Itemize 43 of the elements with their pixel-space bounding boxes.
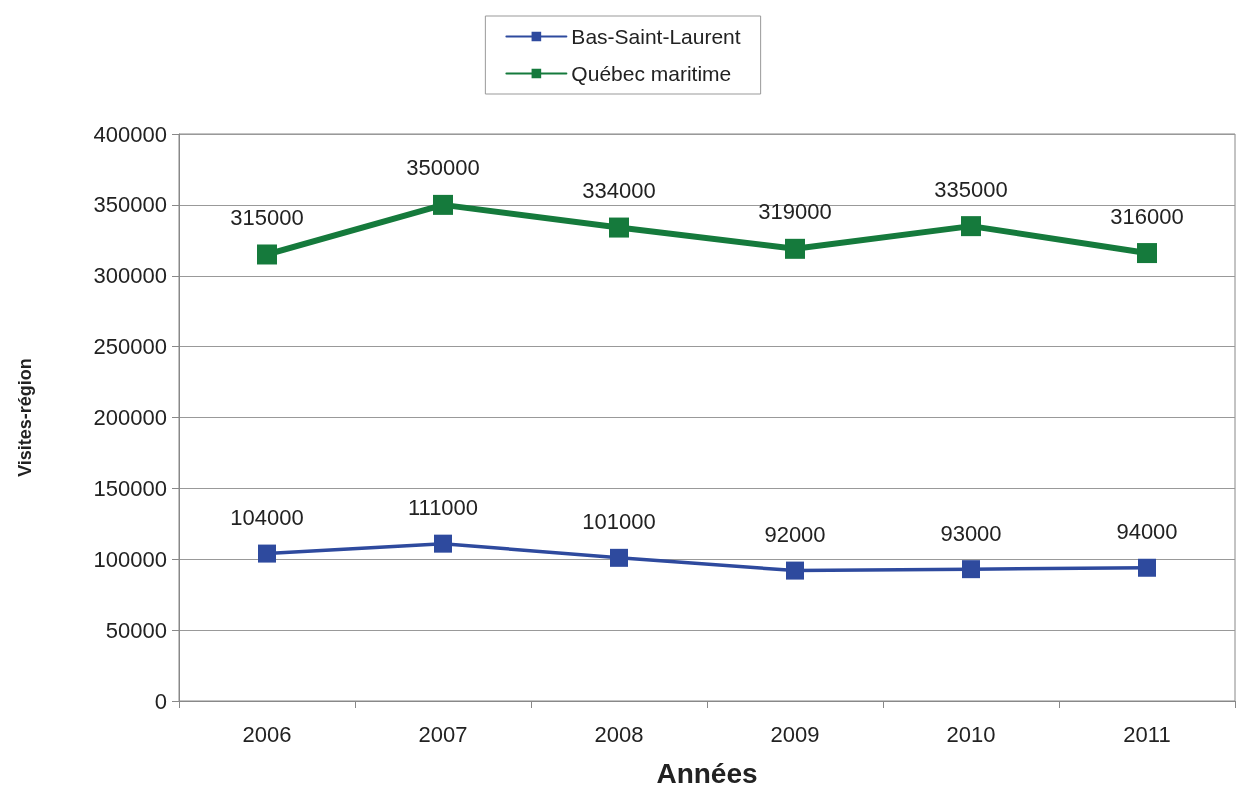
x-tick-label: 2011 (1123, 721, 1171, 747)
data-label: 111000 (407, 495, 479, 521)
point (433, 194, 453, 215)
x-tick-label: 2008 (594, 721, 644, 747)
legend-label: Bas-Saint-Laurent (571, 25, 741, 48)
y-tick-label: 150000 (93, 475, 167, 501)
point (1138, 558, 1156, 577)
y-axis-title: Visites-région (15, 358, 35, 477)
data-label: 104000 (230, 505, 304, 531)
data-label: 334000 (582, 178, 656, 204)
point (1137, 243, 1157, 264)
data-label: 94000 (1116, 519, 1178, 545)
data-label: 319000 (758, 199, 832, 225)
x-tick-label: 2007 (418, 721, 468, 747)
point (434, 534, 452, 553)
legend-label: Québec maritime (571, 62, 732, 85)
y-tick-label: 250000 (93, 334, 167, 360)
point (609, 217, 629, 238)
x-tick-label: 2009 (770, 721, 820, 747)
x-tick-label: 2006 (242, 721, 292, 747)
point (257, 244, 277, 265)
y-tick-label: 0 (154, 688, 167, 714)
point (785, 238, 805, 259)
point (610, 548, 628, 567)
data-label: 93000 (940, 520, 1002, 546)
x-axis-title: Années (656, 757, 758, 789)
point (961, 216, 981, 237)
y-tick-label: 300000 (93, 263, 167, 289)
y-tick-label: 200000 (93, 405, 167, 430)
data-label: 316000 (1110, 203, 1184, 229)
point (786, 561, 804, 580)
data-label: 315000 (230, 204, 304, 230)
data-label: 335000 (934, 176, 1008, 202)
point (258, 544, 276, 563)
y-tick-label: 50000 (105, 617, 167, 643)
point (962, 560, 980, 579)
data-label: 350000 (406, 155, 480, 181)
y-tick-label: 400000 (93, 121, 167, 147)
y-tick-label: 100000 (93, 546, 167, 572)
data-label: 92000 (764, 522, 826, 548)
y-tick-label: 350000 (93, 192, 167, 218)
data-label: 101000 (582, 509, 656, 535)
x-tick-label: 2010 (946, 721, 996, 747)
